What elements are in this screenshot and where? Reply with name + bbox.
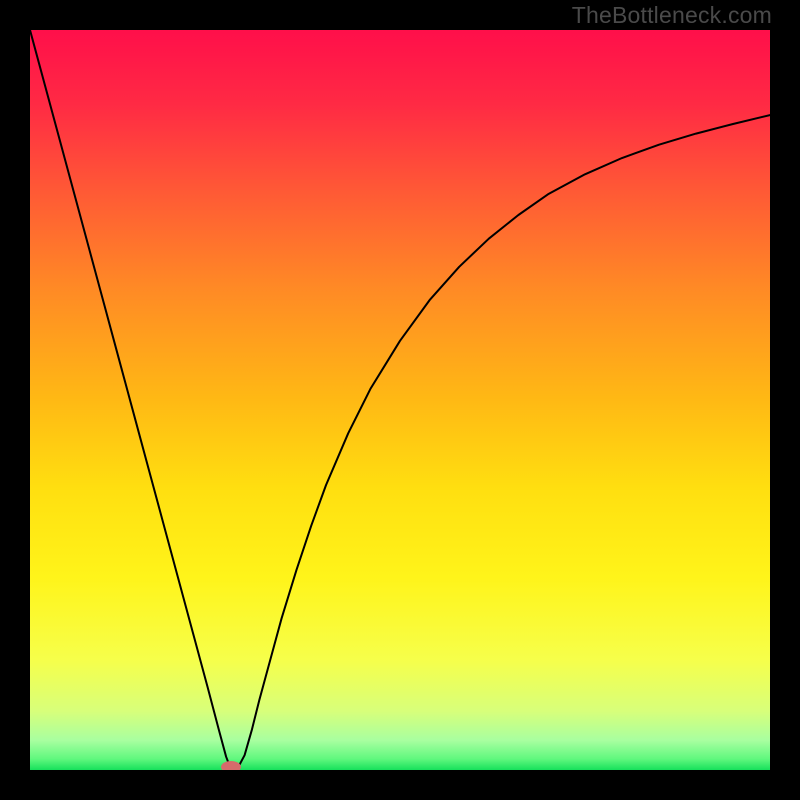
optimal-point-marker [221, 761, 241, 770]
plot-area [30, 30, 770, 770]
chart-stage: TheBottleneck.com [0, 0, 800, 800]
curve-svg [30, 30, 770, 770]
watermark-text: TheBottleneck.com [572, 2, 772, 29]
bottleneck-curve [30, 30, 770, 770]
